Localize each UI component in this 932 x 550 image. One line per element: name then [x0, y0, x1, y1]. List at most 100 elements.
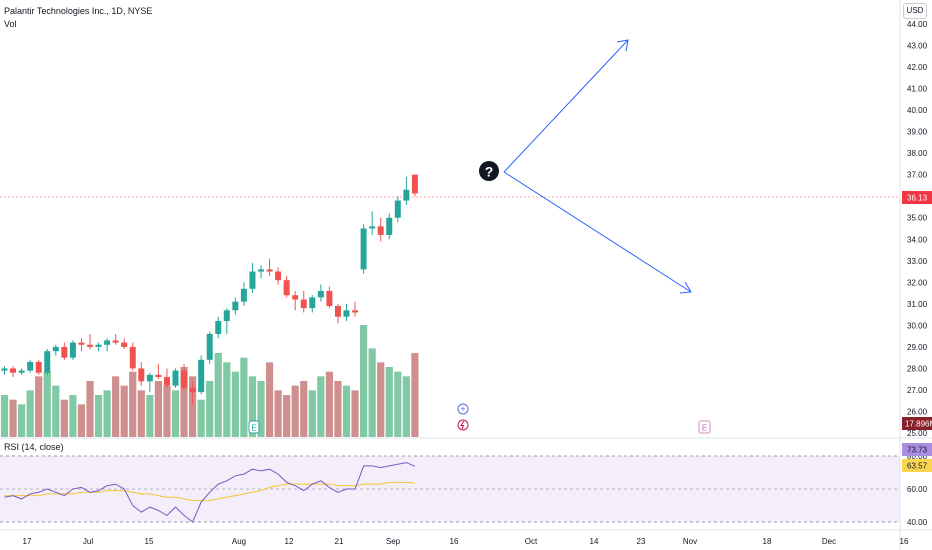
price-tick-label: 41.00 [907, 85, 928, 94]
time-tick-label: 12 [285, 537, 294, 546]
candle-body [309, 297, 316, 309]
volume-bar [180, 367, 188, 437]
volume-bar [274, 390, 282, 437]
chart-legend: Palantir Technologies Inc., 1D, NYSE Vol [4, 5, 152, 31]
price-badge [902, 191, 932, 204]
candle-body [334, 305, 341, 317]
price-tick-label: 44.00 [907, 20, 928, 29]
time-tick-label: 16 [900, 537, 909, 546]
candle-body [360, 228, 367, 270]
candle-body [121, 342, 128, 347]
candle-body [18, 370, 25, 373]
volume-bar [52, 385, 60, 437]
price-tick-label: 40.00 [907, 106, 928, 115]
rsi-value-badge-text: 73.73 [907, 446, 928, 455]
future-earnings-icon[interactable] [698, 420, 711, 434]
volume-bar [163, 385, 171, 437]
volume-bar [240, 357, 248, 437]
volume-bar [171, 390, 180, 437]
volume-bar [94, 395, 103, 437]
candle-body [112, 340, 119, 343]
candle-body [198, 359, 205, 393]
volume-bar [69, 395, 77, 437]
volume-bar [411, 353, 419, 437]
candle-body [146, 374, 153, 382]
volume-bar [146, 395, 154, 437]
candle-body [275, 271, 282, 281]
lightning-icon-glyph [460, 420, 465, 430]
price-tick-label: 35.00 [907, 214, 928, 223]
candle-body [215, 321, 222, 334]
candle-body [386, 217, 393, 235]
symbol-title[interactable]: Palantir Technologies Inc., 1D, NYSE [4, 6, 153, 16]
volume-bar [60, 399, 68, 437]
time-tick-label: 21 [335, 537, 344, 546]
time-tick-label: 17 [23, 537, 32, 546]
volume-bar [248, 376, 257, 437]
projection-arrows[interactable] [503, 39, 692, 294]
volume-label[interactable]: Vol [4, 19, 17, 29]
price-tick-label: 42.00 [907, 63, 928, 72]
volume-bar [231, 371, 239, 437]
volume-bar [368, 348, 376, 437]
volume-bar [26, 390, 34, 437]
plus-icon[interactable] [457, 403, 469, 415]
volume-bar [300, 381, 308, 437]
question-marker-icon [479, 161, 499, 181]
candle-body [266, 269, 273, 272]
price-badge-text: 36.13 [907, 194, 928, 203]
candle-body [163, 377, 170, 386]
candle-body [394, 200, 401, 218]
candle-body [69, 342, 76, 358]
volume-badge [902, 417, 932, 430]
candle-body [78, 342, 85, 345]
volume-bar [112, 376, 120, 437]
volume-bar [257, 381, 265, 437]
candle-body [240, 288, 247, 302]
arrow-down-line[interactable] [503, 171, 692, 293]
volume-bar [317, 376, 325, 437]
volume-bar [351, 390, 359, 437]
candle-body [249, 271, 256, 289]
volume-bar [43, 371, 51, 437]
candle-body [181, 370, 188, 388]
volume-bar [103, 390, 111, 437]
currency-button[interactable]: USD [903, 3, 927, 19]
volume-bar [223, 362, 231, 437]
volume-bar [325, 371, 333, 437]
arrow-up-line[interactable] [503, 39, 629, 173]
earnings-marker-icon[interactable] [248, 420, 260, 434]
volume-bar [35, 376, 43, 437]
rsi-ma-line [4, 481, 415, 502]
rsi-ma-badge [902, 459, 932, 472]
rsi-legend[interactable]: RSI (14, close) [4, 442, 64, 452]
time-tick-label: Sep [386, 537, 401, 546]
rsi-line [4, 462, 416, 523]
price-tick-label: 33.00 [907, 257, 928, 266]
volume-bar [265, 362, 274, 437]
price-tick-label: 29.00 [907, 343, 928, 352]
candle-body [369, 226, 376, 229]
volume-bar [385, 367, 393, 437]
volume-bar [18, 404, 26, 437]
candle-body [343, 310, 350, 317]
candle-body [95, 344, 102, 347]
volume-bar [77, 404, 86, 437]
candle-body [1, 368, 8, 371]
candle-body [104, 340, 111, 345]
candle-body [87, 344, 93, 347]
volume-bar [283, 395, 291, 437]
volume-bar [402, 376, 410, 437]
price-tick-label: 26.00 [907, 407, 928, 416]
volume-bar [120, 385, 128, 437]
rsi-ma-badge-text: 63.57 [907, 462, 928, 471]
volume-bar [360, 325, 368, 437]
volume-bar [86, 381, 94, 437]
volume-bar [206, 381, 214, 437]
price-tick-label: 31.00 [907, 300, 928, 309]
candle-body [292, 295, 299, 300]
price-tick-label: 30.00 [907, 321, 928, 330]
arrow-down-head [679, 281, 692, 294]
earnings-marker-text: E [251, 424, 256, 433]
volume-bar [377, 362, 385, 437]
